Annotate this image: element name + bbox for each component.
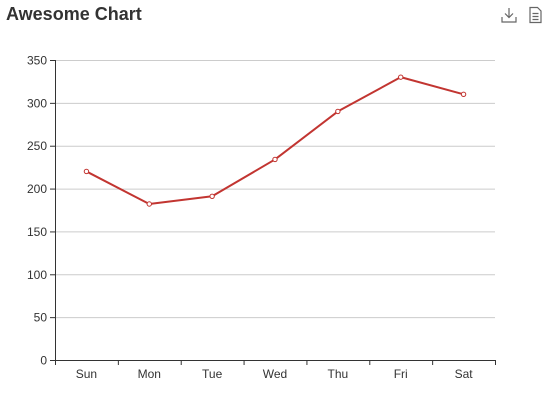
download-icon[interactable] xyxy=(500,6,518,24)
data-point[interactable] xyxy=(335,108,341,115)
data-point[interactable] xyxy=(272,156,278,163)
x-tick-label: Thu xyxy=(328,367,349,381)
data-point[interactable] xyxy=(209,193,215,199)
y-tick-label: 100 xyxy=(27,268,47,282)
data-point[interactable] xyxy=(146,201,152,207)
y-tick-label: 250 xyxy=(27,139,47,153)
data-point[interactable] xyxy=(83,168,90,175)
y-tick-label: 50 xyxy=(34,311,48,325)
y-tick-label: 350 xyxy=(27,54,47,68)
x-tick-label: Tue xyxy=(202,367,223,381)
series-line xyxy=(85,76,464,205)
y-tick-label: 200 xyxy=(27,182,47,196)
x-tick-label: Sat xyxy=(455,367,474,381)
chart-title: Awesome Chart xyxy=(6,4,142,24)
data-point[interactable] xyxy=(398,74,404,80)
data-point[interactable] xyxy=(460,91,467,97)
y-tick-label: 0 xyxy=(40,354,47,368)
x-tick-label: Fri xyxy=(394,367,408,381)
x-tick-label: Wed xyxy=(263,367,287,381)
x-tick-label: Mon xyxy=(138,367,161,381)
y-tick-label: 150 xyxy=(27,225,47,239)
x-tick-label: Sun xyxy=(76,367,97,381)
data-view-icon[interactable] xyxy=(526,6,544,24)
y-tick-label: 300 xyxy=(27,96,47,110)
toolbox xyxy=(500,6,544,24)
